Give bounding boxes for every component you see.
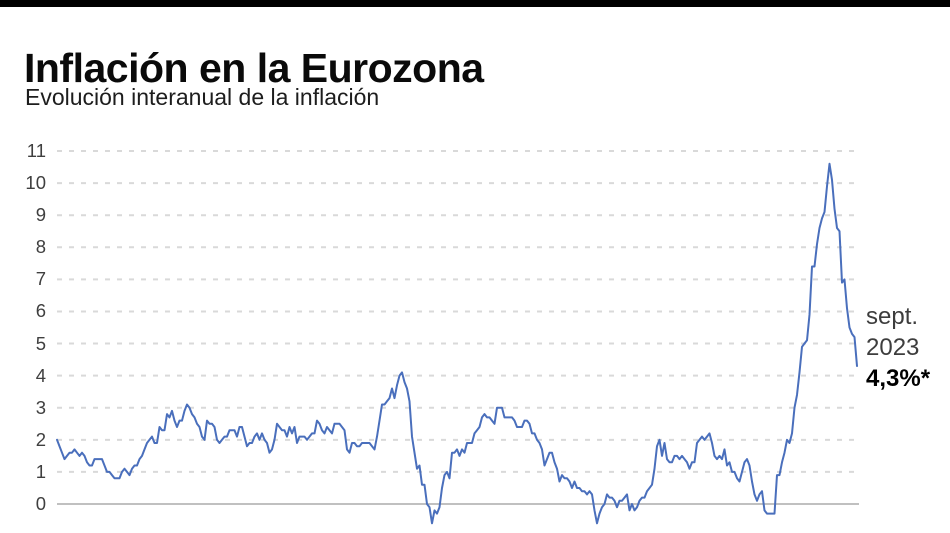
y-axis-tick-label-4: 4 bbox=[35, 364, 46, 386]
y-axis-tick-label-7: 7 bbox=[35, 268, 46, 290]
y-axis-tick-label-5: 5 bbox=[35, 332, 46, 354]
page-title: Inflación en la Eurozona bbox=[24, 45, 484, 92]
page-subtitle: Evolución interanual de la inflación bbox=[25, 84, 380, 110]
latest-value-annotation: sept. 2023 4,3%* bbox=[866, 301, 930, 394]
y-axis-tick-label-2: 2 bbox=[35, 428, 46, 450]
top-border-bar bbox=[0, 0, 950, 7]
annotation-value: 4,3%* bbox=[866, 365, 931, 392]
annotation-month: sept. bbox=[866, 303, 919, 330]
y-axis-tick-label-11: 11 bbox=[26, 140, 46, 161]
y-axis-tick-label-1: 1 bbox=[35, 460, 46, 482]
y-axis-tick-label-8: 8 bbox=[35, 236, 46, 258]
y-axis-tick-label-6: 6 bbox=[35, 300, 46, 322]
y-axis-tick-label-10: 10 bbox=[25, 172, 46, 194]
y-axis-tick-label-9: 9 bbox=[35, 204, 46, 226]
y-axis-tick-label-0: 0 bbox=[35, 493, 46, 514]
inflation-series-line bbox=[56, 162, 858, 525]
annotation-year: 2023 bbox=[866, 334, 920, 361]
y-axis-tick-label-3: 3 bbox=[35, 396, 46, 418]
